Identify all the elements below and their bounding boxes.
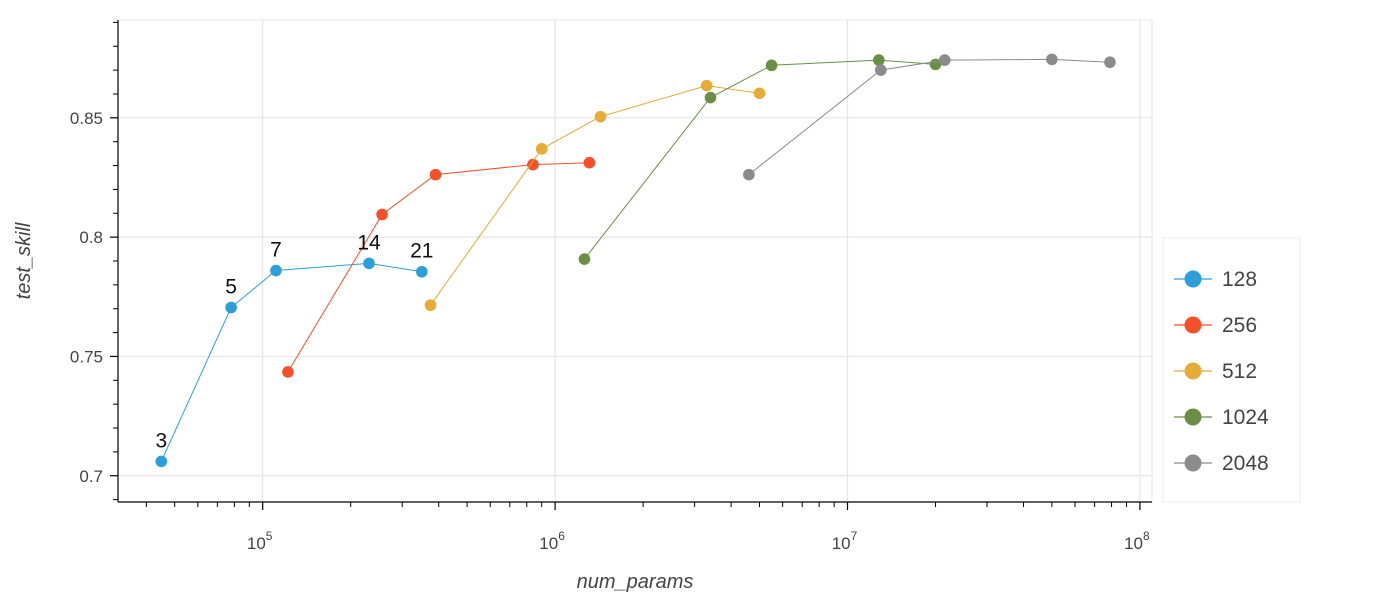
y-ticks: 0.7 0.75 0.8 0.85 (70, 109, 118, 486)
legend-label: 1024 (1222, 406, 1269, 429)
legend-item-256: 256 (1174, 314, 1257, 337)
series-2048 (743, 53, 1116, 181)
series-1024 (578, 54, 942, 265)
y-tick-label: 0.85 (70, 109, 103, 128)
x-tick-label: 107 (832, 529, 858, 553)
y-minor-ticks (113, 21, 118, 501)
series-line (160, 262, 422, 462)
data-point (594, 110, 607, 123)
legend-item-2048: 2048 (1174, 452, 1269, 475)
y-axis-label: test_skill (13, 222, 35, 299)
data-point (743, 168, 755, 181)
x-tick-label: 106 (539, 529, 565, 553)
annotations: 3 5 7 14 21 (155, 231, 433, 452)
series-512 (424, 79, 766, 311)
data-point (155, 455, 168, 468)
data-point (527, 158, 539, 171)
data-point (700, 79, 713, 92)
legend-label: 128 (1222, 268, 1257, 291)
legend-item-512: 512 (1174, 360, 1257, 383)
legend-label: 512 (1222, 360, 1257, 383)
x-axis-label: num_params (577, 571, 694, 593)
data-point (282, 366, 294, 378)
data-point (765, 59, 778, 72)
data-point (873, 54, 885, 66)
x-ticks: 105 106 107 108 (247, 502, 1150, 553)
data-point (270, 264, 282, 277)
legend-label: 256 (1222, 314, 1257, 337)
data-point (415, 265, 428, 278)
data-point (225, 301, 237, 314)
data-point (1104, 56, 1116, 69)
point-annotation: 21 (410, 240, 433, 263)
point-annotation: 5 (225, 276, 237, 299)
x-tick-label: 105 (247, 529, 273, 553)
legend-swatch-marker (1184, 408, 1202, 426)
legend-swatch-marker (1184, 454, 1202, 472)
y-tick-label: 0.7 (79, 467, 103, 486)
data-point (875, 64, 887, 76)
point-annotation: 14 (357, 231, 381, 254)
data-point (704, 91, 717, 104)
data-point (583, 156, 596, 169)
data-point (363, 257, 375, 270)
data-point (376, 208, 388, 221)
grid (118, 20, 1152, 502)
data-point (424, 299, 437, 311)
series-line (748, 58, 1111, 175)
data-point (1046, 53, 1058, 66)
point-annotation: 7 (270, 239, 282, 262)
legend-swatch-marker (1184, 362, 1202, 380)
legend-item-1024: 1024 (1174, 406, 1269, 429)
legend-swatch-marker (1184, 270, 1202, 288)
y-tick-label: 0.75 (70, 347, 103, 366)
series-line (430, 85, 760, 306)
legend-swatch-marker (1184, 316, 1202, 334)
legend-item-128: 128 (1174, 268, 1257, 291)
legend: 128 256 512 1024 2048 (1162, 237, 1301, 503)
series-128 (155, 257, 428, 468)
data-point (753, 87, 766, 100)
data-point (535, 143, 548, 155)
data-point (429, 168, 442, 181)
y-tick-label: 0.8 (79, 228, 103, 247)
series-256 (282, 156, 596, 378)
x-tick-label: 108 (1124, 529, 1150, 553)
series-line (287, 162, 590, 373)
point-annotation: 3 (155, 429, 167, 452)
x-minor-ticks (145, 502, 1128, 507)
data-point (938, 54, 951, 66)
series-layer (155, 53, 1116, 468)
data-point (578, 253, 591, 265)
legend-label: 2048 (1222, 452, 1269, 475)
